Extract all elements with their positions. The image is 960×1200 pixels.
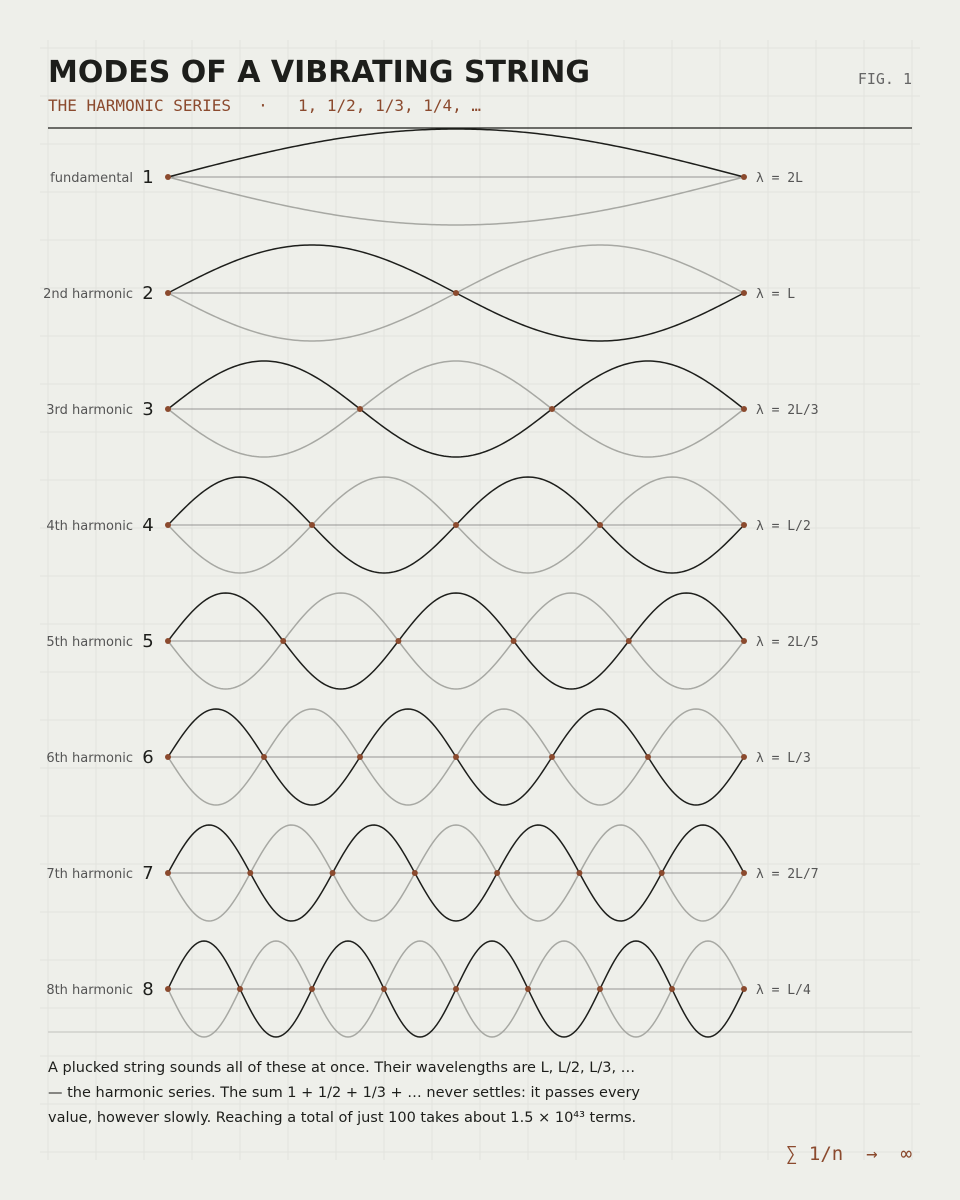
node <box>597 522 603 528</box>
node <box>280 638 287 644</box>
figure-label: FIG. 1 <box>858 70 912 88</box>
wavelength: λ = L/4 <box>756 983 811 998</box>
mode-shape-mirror <box>167 360 745 458</box>
node <box>741 638 747 644</box>
node <box>741 290 747 296</box>
mode-name: 6th harmonic <box>46 751 133 766</box>
node <box>741 406 747 412</box>
wavelength: λ = 2L/3 <box>756 403 819 418</box>
mode-shape <box>167 360 745 458</box>
node <box>549 406 555 412</box>
wavelength: λ = 2L/5 <box>756 635 819 650</box>
node <box>247 870 254 876</box>
caption-line: A plucked string sounds all of these at … <box>48 1060 635 1076</box>
node <box>597 986 603 992</box>
separator: · <box>258 96 268 115</box>
node <box>741 754 747 760</box>
node <box>549 754 555 760</box>
node <box>309 522 315 528</box>
node <box>658 870 665 876</box>
node <box>453 754 459 760</box>
subtitle: THE HARMONIC SERIES <box>48 96 231 115</box>
node <box>453 986 459 992</box>
mode-name: 4th harmonic <box>46 519 133 534</box>
node <box>165 638 171 644</box>
node <box>237 986 243 992</box>
caption: A plucked string sounds all of these at … <box>48 1060 640 1126</box>
formula-sum: ∑ 1/n <box>786 1143 843 1165</box>
node <box>525 986 531 992</box>
wavelength: λ = 2L <box>756 171 803 186</box>
caption-line: — the harmonic series. The sum 1 + 1/2 +… <box>48 1085 640 1101</box>
node <box>453 522 459 528</box>
series: 1, 1/2, 1/3, 1/4, … <box>298 96 481 115</box>
mode-number: 4 <box>142 515 153 536</box>
formula-limit: ∞ <box>901 1143 912 1165</box>
node <box>395 638 402 644</box>
mode-name: 7th harmonic <box>46 867 133 882</box>
node <box>165 406 171 412</box>
mode-number: 1 <box>142 167 153 188</box>
mode-number: 6 <box>142 747 153 768</box>
mode-number: 5 <box>142 631 153 652</box>
modes: fundamental 1 λ = 2L 2nd harmonic 2 λ = L 3rd … <box>43 128 819 1038</box>
node <box>741 870 747 876</box>
node <box>309 986 315 992</box>
node <box>510 638 517 644</box>
mode-shape-mirror <box>167 176 745 226</box>
wavelength: λ = L <box>756 287 795 302</box>
node <box>381 986 387 992</box>
node <box>645 754 651 760</box>
node <box>165 754 171 760</box>
mode-number: 3 <box>142 399 153 420</box>
node <box>494 870 501 876</box>
grid <box>40 40 920 1160</box>
node <box>576 870 583 876</box>
wavelength: λ = 2L/7 <box>756 867 819 882</box>
node <box>261 754 267 760</box>
mode-number: 8 <box>142 979 153 1000</box>
formula: ∑ 1/n → ∞ <box>786 1143 912 1165</box>
node <box>741 174 747 180</box>
formula-arrow: → <box>866 1143 877 1165</box>
mode-shape-mirror <box>167 824 745 922</box>
mode-name: 8th harmonic <box>46 983 133 998</box>
node <box>453 290 459 296</box>
mode-name: 2nd harmonic <box>43 287 133 302</box>
wavelength: λ = L/2 <box>756 519 811 534</box>
mode-shape <box>167 592 745 690</box>
caption-line: value, however slowly. Reaching a total … <box>48 1110 636 1126</box>
node <box>165 522 171 528</box>
node <box>357 406 363 412</box>
mode-name: 5th harmonic <box>46 635 133 650</box>
node <box>165 870 171 876</box>
node <box>329 870 336 876</box>
node <box>357 754 363 760</box>
title: MODES OF A VIBRATING STRING <box>48 55 590 90</box>
mode-shape-mirror <box>167 592 745 690</box>
wavelength: λ = L/3 <box>756 751 811 766</box>
node <box>165 174 171 180</box>
mode-name: 3rd harmonic <box>46 403 133 418</box>
mode-number: 2 <box>142 283 153 304</box>
node <box>741 986 747 992</box>
mode-shape <box>167 824 745 922</box>
mode-shape <box>167 128 745 178</box>
node <box>741 522 747 528</box>
node <box>625 638 632 644</box>
mode-name: fundamental <box>50 171 133 186</box>
node <box>165 290 171 296</box>
node <box>669 986 675 992</box>
node <box>165 986 171 992</box>
mode-number: 7 <box>142 863 153 884</box>
node <box>411 870 418 876</box>
